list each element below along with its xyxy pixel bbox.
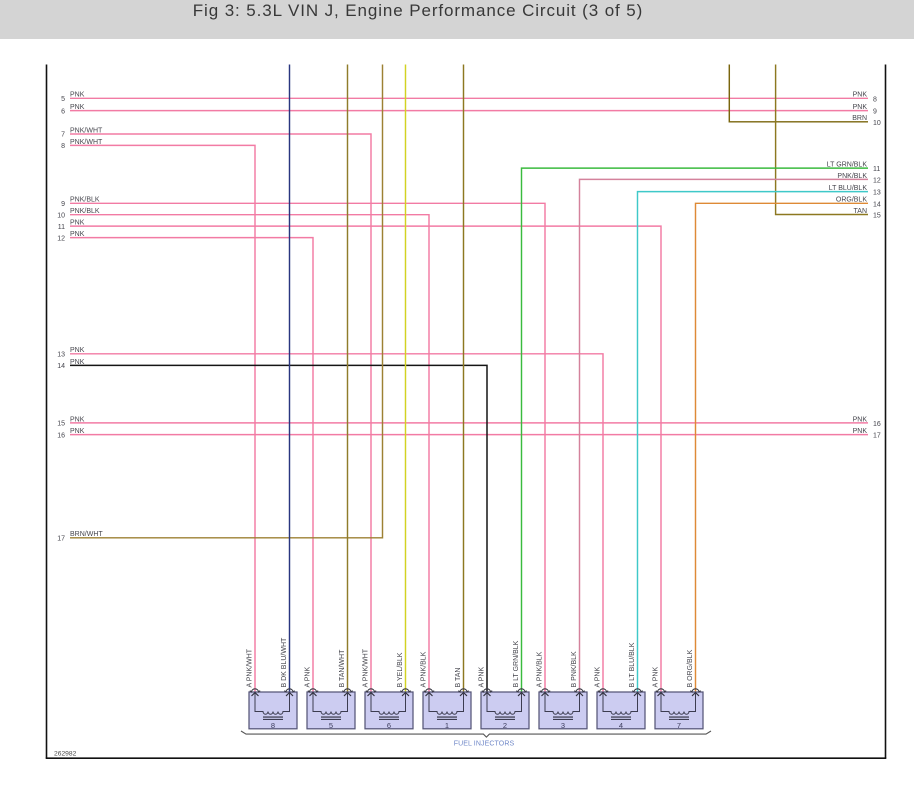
svg-text:17: 17 [57, 536, 65, 543]
svg-text:PNK: PNK [70, 92, 85, 99]
svg-text:5: 5 [329, 721, 333, 730]
svg-text:A PNK: A PNK [595, 667, 602, 688]
svg-text:B YEL/BLK: B YEL/BLK [397, 652, 404, 687]
svg-text:BRN: BRN [852, 115, 867, 122]
svg-text:8: 8 [271, 721, 275, 730]
svg-text:11: 11 [58, 224, 65, 231]
svg-text:8: 8 [873, 96, 877, 103]
svg-text:PNK: PNK [70, 359, 85, 366]
svg-text:Fig 3: 5.3L VIN J, Engine Perf: Fig 3: 5.3L VIN J, Engine Performance Ci… [193, 1, 643, 20]
svg-text:11: 11 [873, 166, 880, 173]
svg-text:13: 13 [57, 352, 65, 359]
svg-text:B DK BLU/WHT: B DK BLU/WHT [281, 637, 288, 688]
svg-text:2: 2 [503, 721, 507, 730]
svg-text:A PNK/WHT: A PNK/WHT [247, 648, 254, 687]
svg-text:PNK: PNK [853, 416, 868, 423]
svg-text:16: 16 [57, 432, 65, 439]
svg-text:PNK: PNK [853, 104, 868, 111]
svg-text:10: 10 [873, 120, 881, 127]
svg-text:PNK: PNK [853, 92, 868, 99]
svg-text:B ORG/BLK: B ORG/BLK [687, 649, 694, 687]
svg-text:PNK: PNK [70, 416, 85, 423]
svg-text:PNK: PNK [70, 428, 85, 435]
svg-text:A PNK: A PNK [305, 667, 312, 688]
svg-text:12: 12 [57, 235, 65, 242]
svg-text:9: 9 [61, 201, 65, 208]
svg-text:16: 16 [873, 421, 881, 428]
svg-text:1: 1 [445, 721, 449, 730]
svg-text:A PNK/BLK: A PNK/BLK [421, 651, 428, 687]
svg-text:15: 15 [57, 421, 65, 428]
svg-text:6: 6 [387, 721, 391, 730]
svg-text:9: 9 [873, 109, 877, 116]
svg-text:B TAN/WHT: B TAN/WHT [339, 649, 346, 688]
svg-text:14: 14 [873, 201, 881, 208]
svg-text:3: 3 [561, 721, 565, 730]
svg-text:14: 14 [57, 363, 65, 370]
svg-text:7: 7 [677, 721, 681, 730]
svg-text:PNK: PNK [853, 428, 868, 435]
svg-text:PNK: PNK [70, 220, 85, 227]
svg-text:FUEL INJECTORS: FUEL INJECTORS [454, 741, 515, 748]
svg-text:B PNK/BLK: B PNK/BLK [571, 651, 578, 688]
svg-text:PNK: PNK [70, 347, 85, 354]
svg-text:A PNK: A PNK [653, 667, 660, 688]
svg-text:PNK: PNK [70, 104, 85, 111]
svg-text:PNK: PNK [70, 231, 85, 238]
svg-text:B LT BLU/BLK: B LT BLU/BLK [629, 642, 636, 687]
svg-text:15: 15 [873, 213, 881, 220]
svg-text:PNK/BLK: PNK/BLK [70, 208, 100, 215]
svg-text:10: 10 [57, 212, 65, 219]
svg-text:A PNK/BLK: A PNK/BLK [537, 651, 544, 687]
svg-text:TAN: TAN [854, 208, 867, 215]
svg-text:8: 8 [61, 143, 65, 150]
svg-text:PNK/WHT: PNK/WHT [70, 127, 103, 134]
svg-text:7: 7 [61, 132, 65, 139]
svg-text:ORG/BLK: ORG/BLK [836, 197, 867, 204]
svg-text:13: 13 [873, 190, 881, 197]
svg-text:6: 6 [61, 108, 65, 115]
svg-text:B LT GRN/BLK: B LT GRN/BLK [513, 640, 520, 687]
svg-text:5: 5 [61, 96, 65, 103]
svg-text:PNK/BLK: PNK/BLK [70, 197, 100, 204]
svg-text:BRN/WHT: BRN/WHT [70, 531, 103, 538]
svg-text:262982: 262982 [54, 751, 77, 758]
svg-text:12: 12 [873, 177, 881, 184]
svg-text:A PNK: A PNK [479, 667, 486, 688]
svg-text:B TAN: B TAN [455, 668, 462, 688]
svg-text:4: 4 [619, 721, 623, 730]
svg-text:LT GRN/BLK: LT GRN/BLK [827, 162, 868, 169]
svg-text:PNK/BLK: PNK/BLK [837, 173, 867, 180]
svg-text:17: 17 [873, 433, 881, 440]
svg-text:A PNK/WHT: A PNK/WHT [363, 648, 370, 687]
svg-text:LT BLU/BLK: LT BLU/BLK [829, 185, 868, 192]
svg-text:PNK/WHT: PNK/WHT [70, 139, 103, 146]
